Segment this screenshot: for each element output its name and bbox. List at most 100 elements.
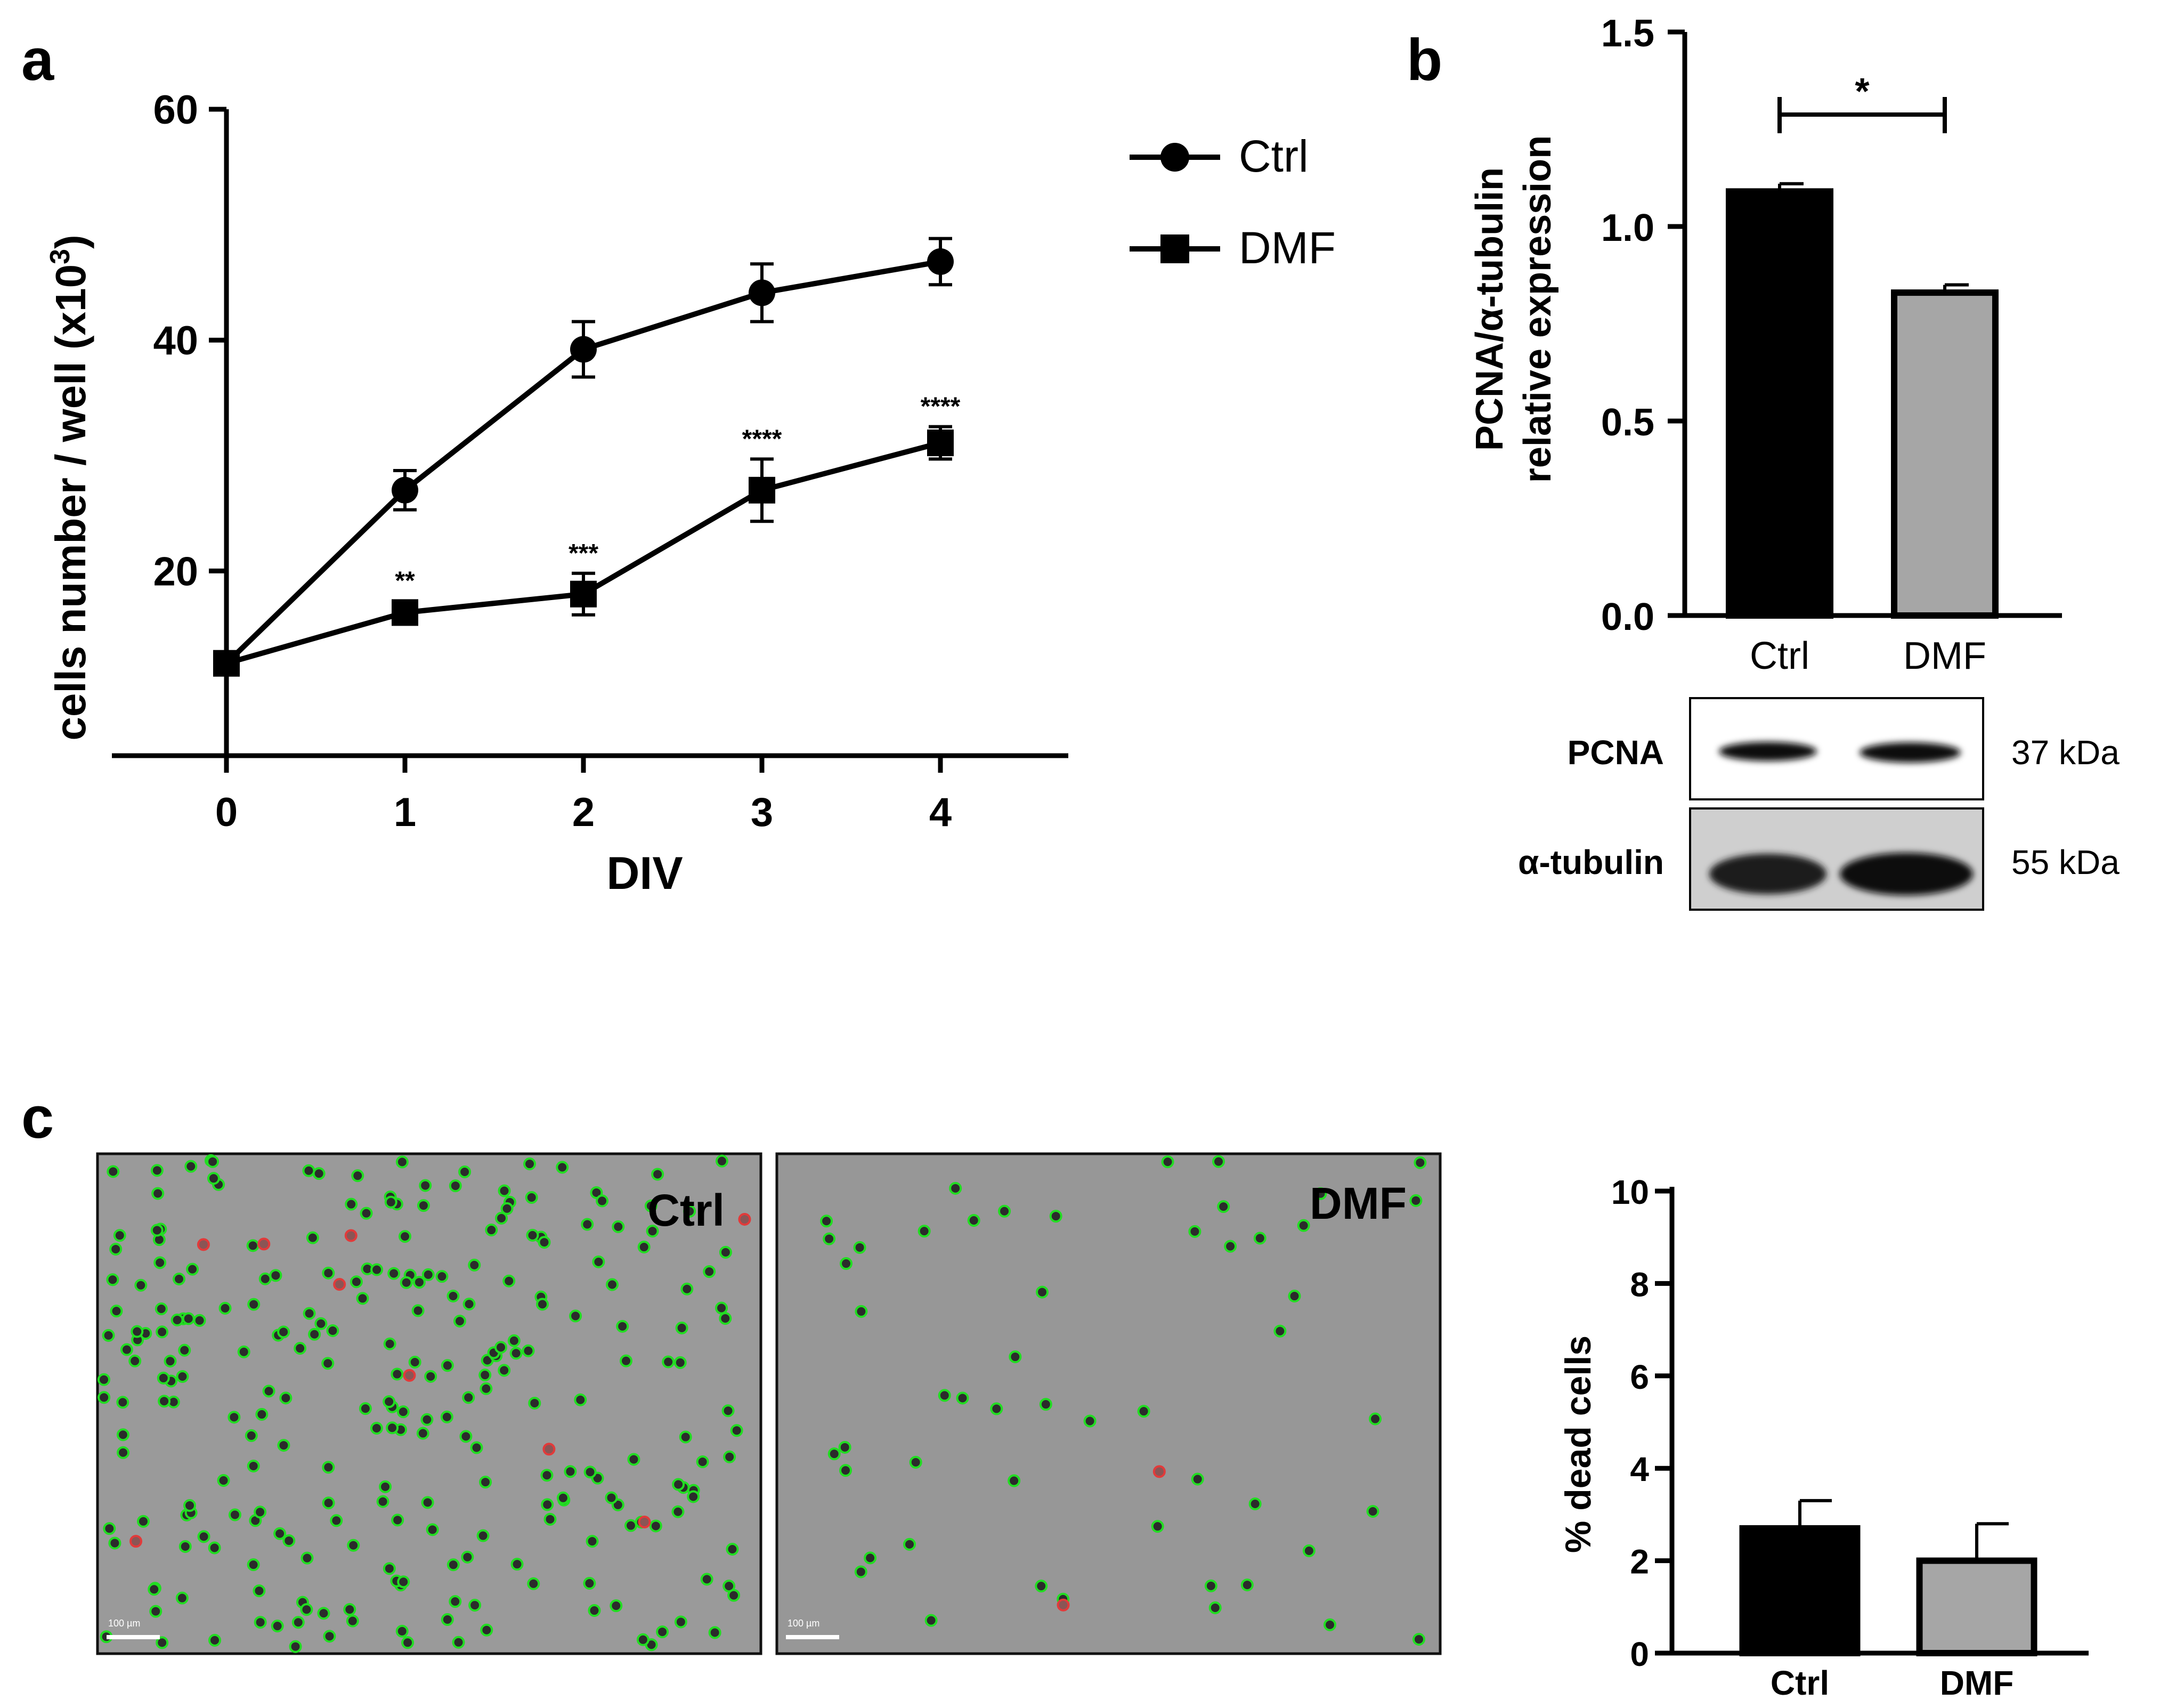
panel-a-y-ticks: 20 40 60 [153, 87, 226, 594]
live-cell [675, 1321, 688, 1334]
live-cell [556, 1161, 569, 1174]
panel-b-y-ticks: 0.0 0.5 1.0 1.5 [1601, 12, 1685, 638]
panel-b-letter: b [1407, 27, 1442, 93]
live-cell [128, 1354, 142, 1367]
live-cell [596, 1194, 609, 1208]
sig-star: * [1855, 70, 1870, 112]
live-cell [383, 1395, 396, 1409]
live-cell [1009, 1350, 1022, 1364]
live-cell [417, 1199, 430, 1212]
live-cell [153, 1256, 167, 1269]
panel-a-xtick-label: 0 [215, 790, 238, 835]
live-cell [453, 1314, 466, 1327]
live-cell [574, 1393, 587, 1406]
live-cell [527, 1577, 540, 1590]
live-cell [131, 1325, 144, 1338]
live-cell [426, 1523, 439, 1536]
micrograph-dmf: DMF 100 µm [775, 1152, 1442, 1655]
live-cell [150, 1224, 164, 1237]
panel-c-ytick-label: 4 [1630, 1450, 1649, 1488]
live-cell [343, 1603, 356, 1616]
live-cell [909, 1455, 922, 1469]
data-point-ctrl [392, 476, 418, 504]
live-cell [449, 1595, 462, 1608]
live-cell [258, 1272, 272, 1285]
live-cell [350, 1275, 363, 1289]
panel-a-ylabel-main: cells number / well (x10 [47, 264, 94, 741]
live-cell [246, 1239, 259, 1252]
live-cell [522, 1344, 535, 1357]
live-cell [157, 1371, 170, 1385]
live-cell [644, 1199, 657, 1212]
bar-label-ctrl: Ctrl [1750, 635, 1809, 677]
live-cell [116, 1428, 129, 1442]
live-cell [949, 1181, 962, 1195]
live-cell [1240, 1579, 1254, 1592]
panel-b-significance: * [1777, 70, 1947, 133]
panel-a-x-ticks: 0 1 2 3 4 [215, 756, 952, 835]
live-cell [535, 1298, 549, 1311]
live-cell [1273, 1324, 1287, 1338]
significance-label: ** [395, 567, 415, 595]
live-cell [1039, 1398, 1052, 1411]
live-cell [254, 1505, 267, 1519]
live-cell [494, 1341, 508, 1354]
live-cell [322, 1461, 335, 1474]
live-cell [120, 1343, 133, 1356]
live-cell [723, 1450, 736, 1463]
live-cell [347, 1539, 360, 1552]
live-cell [854, 1565, 867, 1579]
live-cell [110, 1305, 123, 1318]
live-cell [294, 1342, 307, 1355]
dead-cell [333, 1278, 346, 1291]
live-cell [326, 1324, 339, 1337]
live-cell [424, 1370, 437, 1383]
panel-a-ylabel-sup: 3 [45, 249, 76, 264]
live-cell [727, 1589, 741, 1602]
live-cell [323, 1630, 336, 1643]
live-cell [583, 1577, 596, 1590]
live-cell [1188, 1225, 1201, 1238]
live-cell [700, 1573, 713, 1586]
live-cell [840, 1257, 853, 1270]
bar-ctrl [1739, 1525, 1861, 1656]
live-cell [461, 1550, 474, 1564]
live-cell [247, 1298, 261, 1311]
live-cell [502, 1274, 516, 1288]
live-cell [468, 1599, 482, 1612]
live-cell [148, 1583, 161, 1596]
live-cell [175, 1591, 189, 1605]
dead-cell [542, 1443, 556, 1456]
live-cell [498, 1364, 511, 1377]
live-cell [255, 1408, 269, 1421]
panel-a-ytick-label: 40 [153, 318, 198, 363]
live-cell [683, 1204, 696, 1218]
live-cell [346, 1614, 359, 1628]
bar-dmf [1916, 1557, 2037, 1657]
live-cell [526, 1228, 539, 1242]
live-cell [1314, 1187, 1327, 1200]
live-cell [538, 1236, 551, 1249]
live-cell [1035, 1580, 1048, 1593]
panel-a-letter: a [21, 27, 54, 93]
significance-label: **** [742, 425, 782, 453]
live-cell [610, 1599, 623, 1613]
live-cell [317, 1607, 330, 1620]
live-cell [312, 1167, 326, 1180]
live-cell [612, 1220, 625, 1233]
live-cell [370, 1421, 383, 1435]
live-cell [823, 1232, 836, 1245]
live-cell [277, 1439, 290, 1452]
live-cell [462, 1391, 475, 1404]
data-point-ctrl [749, 279, 775, 306]
panel-b-ytick-label: 0.0 [1601, 596, 1654, 638]
live-cell [271, 1620, 284, 1633]
bar-dmf [1891, 289, 1999, 619]
live-cell [207, 1172, 220, 1185]
live-cell [649, 1519, 662, 1533]
live-cell [351, 1169, 364, 1183]
panel-a-ytick-label: 60 [153, 87, 198, 133]
live-cell [564, 1465, 577, 1478]
live-cell [1208, 1601, 1222, 1614]
blot-pcna-band-ctrl [1719, 742, 1817, 761]
